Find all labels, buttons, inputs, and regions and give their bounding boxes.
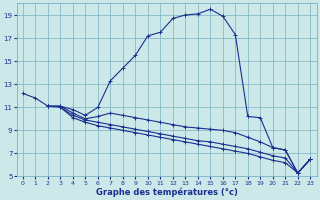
X-axis label: Graphe des températures (°c): Graphe des températures (°c) [96,187,237,197]
